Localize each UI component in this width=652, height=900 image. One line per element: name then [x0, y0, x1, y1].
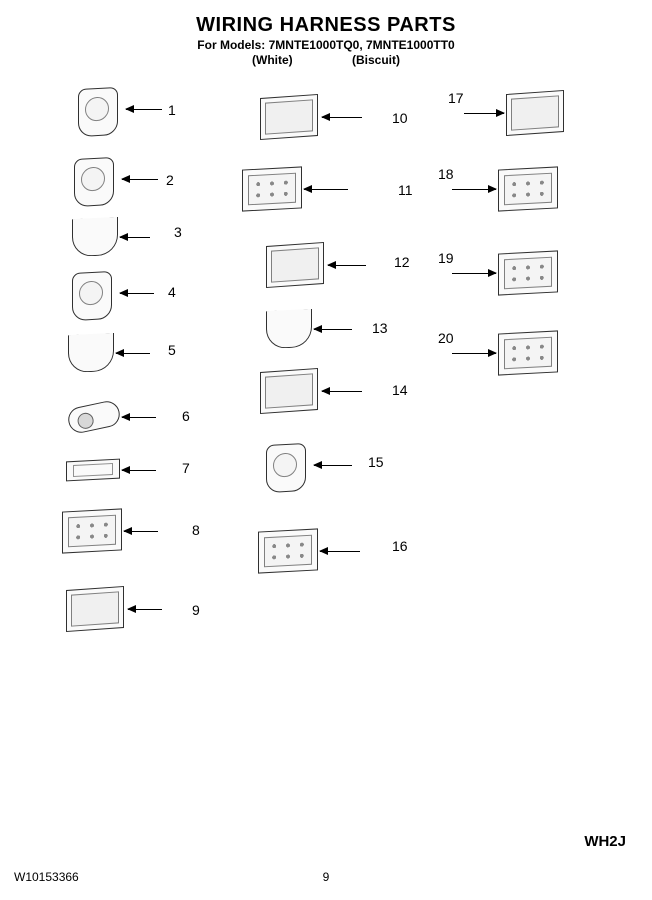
- arrow-icon: [314, 465, 352, 466]
- arrow-icon: [116, 353, 150, 354]
- part-12: 12: [266, 244, 324, 286]
- variant-biscuit: (Biscuit): [352, 53, 400, 67]
- models-line: For Models: 7MNTE1000TQ0, 7MNTE1000TT0: [0, 38, 652, 52]
- part-number-label: 7: [182, 460, 190, 476]
- part-16: 16: [258, 530, 318, 572]
- part-12-icon: [266, 242, 324, 288]
- part-7: 7: [66, 460, 120, 480]
- part-1: 1: [78, 88, 118, 136]
- part-17: 17: [506, 92, 564, 134]
- part-6-icon: [66, 399, 122, 435]
- models-prefix: For Models:: [197, 38, 265, 52]
- part-20: 20: [498, 332, 558, 374]
- page-number: 9: [0, 870, 652, 884]
- part-14-icon: [260, 368, 318, 414]
- part-18: 18: [498, 168, 558, 210]
- arrow-icon: [320, 551, 360, 552]
- part-8-icon: [62, 508, 122, 553]
- arrow-icon: [304, 189, 348, 190]
- part-10: 10: [260, 96, 318, 138]
- part-20-icon: [498, 330, 558, 375]
- part-18-icon: [498, 166, 558, 211]
- part-number-label: 5: [168, 342, 176, 358]
- part-number-label: 10: [392, 110, 408, 126]
- part-9-icon: [66, 586, 124, 632]
- part-number-label: 4: [168, 284, 176, 300]
- part-5: 5: [68, 334, 114, 372]
- part-9: 9: [66, 588, 124, 630]
- part-19: 19: [498, 252, 558, 294]
- page-title: WIRING HARNESS PARTS: [0, 14, 652, 37]
- part-8: 8: [62, 510, 122, 552]
- part-number-label: 11: [398, 182, 413, 198]
- arrow-icon: [452, 189, 496, 190]
- part-2-icon: [74, 157, 114, 207]
- arrow-icon: [314, 329, 352, 330]
- part-1-icon: [78, 87, 118, 137]
- part-number-label: 13: [372, 320, 388, 336]
- part-10-icon: [260, 94, 318, 140]
- part-11: 11: [242, 168, 302, 210]
- part-3-icon: [72, 217, 118, 257]
- models-list: 7MNTE1000TQ0, 7MNTE1000TT0: [269, 38, 455, 52]
- variant-row: (White) (Biscuit): [0, 53, 652, 67]
- part-number-label: 14: [392, 382, 408, 398]
- arrow-icon: [122, 417, 156, 418]
- part-number-label: 3: [174, 224, 182, 240]
- part-13: 13: [266, 310, 312, 348]
- part-6: 6: [68, 404, 120, 430]
- diagram-code: WH2J: [584, 833, 626, 850]
- arrow-icon: [464, 113, 504, 114]
- part-5-icon: [68, 333, 114, 373]
- part-number-label: 6: [182, 408, 190, 424]
- part-number-label: 8: [192, 522, 200, 538]
- arrow-icon: [124, 531, 158, 532]
- arrow-icon: [322, 117, 362, 118]
- arrow-icon: [128, 609, 162, 610]
- part-13-icon: [266, 309, 312, 349]
- part-7-icon: [66, 459, 120, 482]
- part-4-icon: [72, 271, 112, 321]
- part-number-label: 17: [448, 90, 464, 106]
- part-14: 14: [260, 370, 318, 412]
- arrow-icon: [452, 273, 496, 274]
- part-number-label: 19: [438, 250, 454, 266]
- part-number-label: 2: [166, 172, 174, 188]
- arrow-icon: [122, 470, 156, 471]
- part-15: 15: [266, 444, 306, 492]
- parts-diagram-page: WIRING HARNESS PARTS For Models: 7MNTE10…: [0, 0, 652, 900]
- arrow-icon: [452, 353, 496, 354]
- part-11-icon: [242, 166, 302, 211]
- part-number-label: 9: [192, 602, 200, 618]
- part-number-label: 18: [438, 166, 454, 182]
- arrow-icon: [328, 265, 366, 266]
- arrow-icon: [126, 109, 162, 110]
- part-17-icon: [506, 90, 564, 136]
- part-19-icon: [498, 250, 558, 295]
- part-number-label: 20: [438, 330, 454, 346]
- part-16-icon: [258, 528, 318, 573]
- variant-white: (White): [252, 53, 293, 67]
- part-15-icon: [266, 443, 306, 493]
- part-number-label: 12: [394, 254, 410, 270]
- part-number-label: 16: [392, 538, 408, 554]
- arrow-icon: [122, 179, 158, 180]
- part-4: 4: [72, 272, 112, 320]
- part-2: 2: [74, 158, 114, 206]
- arrow-icon: [120, 237, 150, 238]
- part-number-label: 1: [168, 102, 176, 118]
- part-number-label: 15: [368, 454, 384, 470]
- arrow-icon: [322, 391, 362, 392]
- part-3: 3: [72, 218, 118, 256]
- arrow-icon: [120, 293, 154, 294]
